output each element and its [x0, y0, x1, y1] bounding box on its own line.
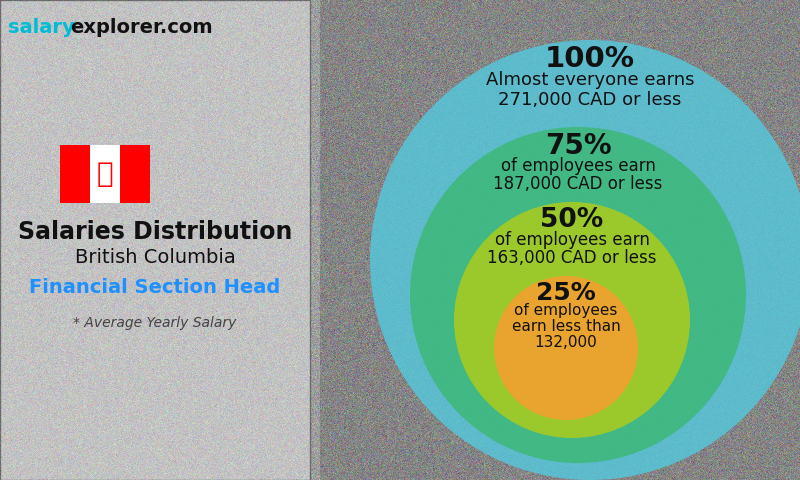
Text: 100%: 100%	[545, 45, 635, 73]
Text: 25%: 25%	[536, 281, 596, 305]
Text: 271,000 CAD or less: 271,000 CAD or less	[498, 91, 682, 109]
Text: 187,000 CAD or less: 187,000 CAD or less	[494, 175, 662, 193]
Circle shape	[370, 40, 800, 480]
Text: Salaries Distribution: Salaries Distribution	[18, 220, 292, 244]
Circle shape	[454, 202, 690, 438]
Bar	[120, 145, 150, 203]
Text: Almost everyone earns: Almost everyone earns	[486, 71, 694, 89]
Circle shape	[494, 276, 638, 420]
Text: Financial Section Head: Financial Section Head	[30, 278, 281, 297]
Text: 🍁: 🍁	[97, 160, 114, 188]
Text: 132,000: 132,000	[534, 335, 598, 350]
Bar	[90, 145, 120, 203]
Text: 75%: 75%	[545, 132, 611, 160]
Text: of employees earn: of employees earn	[494, 231, 650, 249]
Text: * Average Yearly Salary: * Average Yearly Salary	[74, 316, 237, 330]
Text: salary: salary	[8, 18, 74, 37]
Bar	[60, 145, 90, 203]
Text: of employees earn: of employees earn	[501, 157, 655, 175]
FancyBboxPatch shape	[0, 0, 310, 480]
Text: 163,000 CAD or less: 163,000 CAD or less	[487, 249, 657, 267]
Text: 50%: 50%	[540, 207, 604, 233]
Text: of employees: of employees	[514, 303, 618, 318]
Text: earn less than: earn less than	[512, 319, 620, 334]
Text: British Columbia: British Columbia	[74, 248, 235, 267]
Circle shape	[410, 127, 746, 463]
Text: explorer.com: explorer.com	[70, 18, 213, 37]
